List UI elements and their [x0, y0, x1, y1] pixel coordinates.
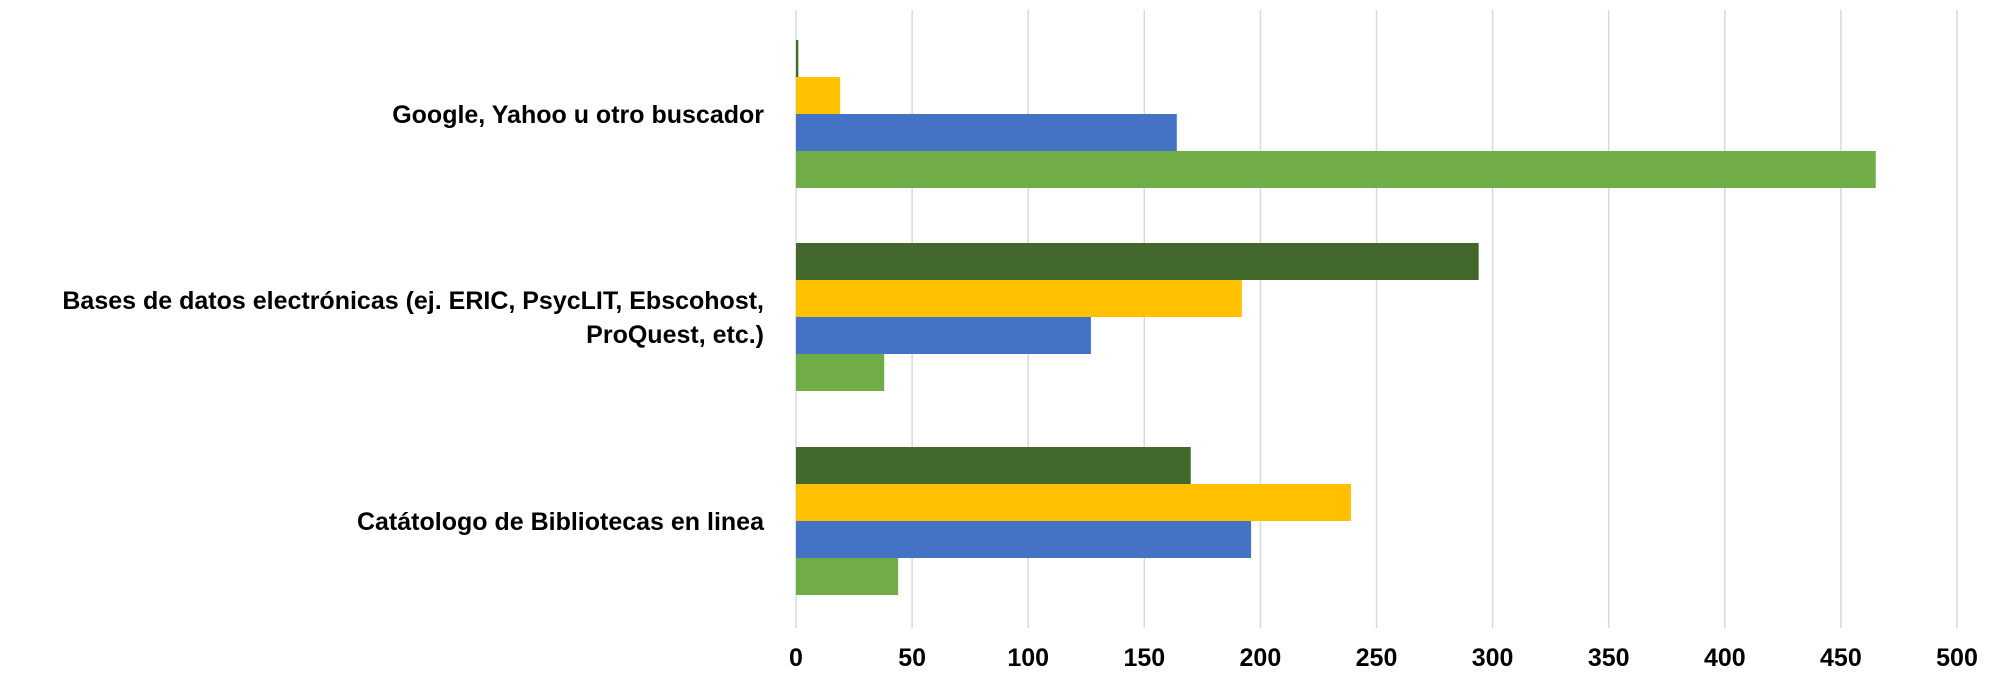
x-tick-label: 350: [1588, 644, 1630, 672]
bar-cat2-series0: [796, 558, 899, 595]
x-tick-label: 200: [1240, 644, 1282, 672]
x-tick-label: 450: [1820, 644, 1862, 672]
bar-cat0-series0: [796, 151, 1876, 188]
bar-cat1-series3: [796, 243, 1479, 280]
bar-cat0-series1: [796, 114, 1177, 151]
bar-cat0-series2: [796, 77, 841, 114]
bars: [796, 40, 1876, 595]
x-tick-label: 300: [1472, 644, 1514, 672]
x-tick-label: 100: [1007, 644, 1049, 672]
category-label: ProQuest, etc.): [586, 321, 764, 349]
x-tick-label: 500: [1936, 644, 1978, 672]
bar-cat2-series2: [796, 484, 1351, 521]
x-tick-label: 0: [789, 644, 803, 672]
x-tick-label: 150: [1123, 644, 1165, 672]
bar-cat0-series3: [796, 40, 799, 77]
category-label: Google, Yahoo u otro buscador: [392, 101, 764, 129]
x-tick-label: 50: [898, 644, 926, 672]
bar-cat1-series2: [796, 280, 1242, 317]
x-axis-tick-labels: 0 50 100 150 200 250 300 350 400 450 500: [789, 644, 1978, 672]
gridlines: [795, 10, 1958, 628]
category-label: Bases de datos electrónicas (ej. ERIC, P…: [62, 287, 764, 315]
x-tick-label: 250: [1356, 644, 1398, 672]
bar-cat2-series1: [796, 521, 1252, 558]
bar-cat1-series1: [796, 317, 1091, 354]
x-tick-label: 400: [1704, 644, 1746, 672]
bar-cat2-series3: [796, 447, 1191, 484]
category-labels: Google, Yahoo u otro buscador Bases de da…: [62, 101, 765, 536]
category-label: Catátologo de Bibliotecas en linea: [357, 508, 765, 536]
bar-cat1-series0: [796, 354, 885, 391]
